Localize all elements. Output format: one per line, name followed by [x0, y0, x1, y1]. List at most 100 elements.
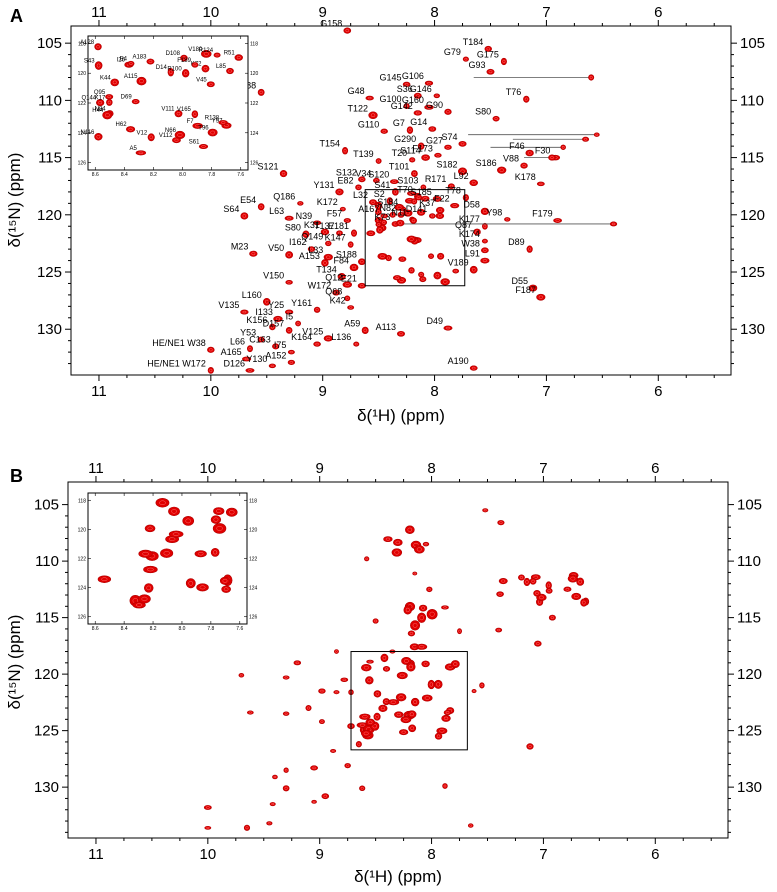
inset-peak [126, 126, 136, 133]
cluster-peak-b-contour [419, 615, 424, 621]
inset-peak-label: A115 [124, 74, 138, 80]
a-xtick-label-bottom: 8 [430, 383, 438, 400]
inset-ytick-label: 118 [250, 41, 258, 47]
peak-a [257, 203, 265, 211]
peak-a [351, 229, 358, 237]
peak-b-contour [536, 642, 540, 646]
cluster-peak-b [393, 538, 403, 546]
peak-b [366, 659, 374, 664]
b-ytick-label-right: 105 [737, 497, 762, 514]
peak-label: L160 [242, 290, 262, 300]
peak-a-contour [289, 350, 294, 354]
peak-label: F187 [515, 285, 536, 295]
peak-a [469, 365, 478, 371]
cluster-peak-b-contour [424, 696, 430, 700]
peak-a-contour [289, 361, 294, 364]
peak-a [207, 346, 215, 353]
peak-a [342, 147, 349, 155]
peak-label: D55 [511, 276, 528, 286]
peak-label: Y131 [313, 180, 334, 190]
peak-label: I162 [289, 237, 307, 247]
inset-ytick-label: 124 [78, 586, 87, 592]
inset-peak [218, 120, 228, 126]
inset-peak [147, 133, 155, 142]
peak-b [305, 705, 312, 712]
inset-ytick-label: 124 [78, 131, 87, 137]
peak-label: L136 [331, 332, 351, 342]
inset-ytick-label: 126 [78, 615, 87, 621]
cluster-peak-b [403, 605, 412, 615]
peak-a [263, 297, 271, 306]
peak-a-contour [415, 111, 420, 115]
inset-peak-contour [215, 53, 219, 57]
inset-peak [213, 507, 225, 516]
cluster-peak-b-contour [429, 682, 434, 687]
cluster-peak-b-contour [519, 576, 524, 580]
peak-a [462, 56, 469, 62]
peak-a [386, 197, 393, 205]
peak-label: G27 [426, 135, 443, 145]
inset-peak [110, 78, 119, 87]
peak-a-contour [483, 224, 487, 228]
cluster-peak-b-contour [401, 730, 406, 734]
peak-a-contour [209, 348, 213, 352]
peak-b-contour [240, 674, 243, 677]
peak-a [458, 140, 467, 147]
inset-peak-contour [107, 100, 111, 105]
peak-a [279, 170, 288, 178]
zoom-peak-a-contour [454, 269, 458, 273]
peak-a-contour [483, 248, 487, 252]
inset-peak-contour [229, 510, 235, 515]
inset-ytick-label: 124 [249, 586, 258, 592]
zoom-peak-a-contour [435, 197, 440, 201]
peak-label: D141 [406, 204, 428, 214]
peak-label: Q186 [273, 191, 295, 201]
peak-a [553, 218, 562, 223]
sidechain-peak-a [609, 221, 618, 227]
peak-a-contour [270, 364, 275, 367]
panel-label-a: A [10, 6, 23, 26]
cluster-peak-b-contour [416, 547, 422, 552]
peak-b [282, 675, 290, 680]
peak-label: C163 [249, 334, 271, 344]
inset-peak-contour [171, 509, 177, 514]
inset-b: 8.6 8.4 8.2 8.0 7.8 7.6 118 118 120 120 122 122 124 1… [78, 492, 258, 632]
peak-label: S132 [336, 167, 357, 177]
peak-label: E54 [240, 195, 256, 205]
peak-label: G175 [477, 49, 499, 59]
inset-peak-label: S61 [189, 140, 200, 146]
peak-a [337, 273, 346, 281]
peak-a [336, 230, 343, 236]
y-axis-label-b: δ(¹⁵N) (ppm) [5, 615, 24, 710]
peak-b-contour [248, 711, 252, 714]
cluster-peak-b-contour [547, 583, 551, 588]
peak-a [343, 218, 351, 223]
a-ytick-label-left: 125 [37, 264, 62, 281]
peak-label: G290 [394, 134, 416, 144]
b-xtick-label-bottom: 10 [199, 846, 216, 863]
peak-b-contour [320, 720, 324, 723]
inset-peak-contour [138, 151, 144, 155]
peak-a [403, 103, 410, 110]
peak-a [375, 158, 382, 164]
peak-b-contour [472, 690, 476, 693]
peak-b-contour [528, 744, 532, 748]
zoom-peak-a-contour [382, 221, 386, 224]
cluster-peak-b [533, 590, 541, 597]
peak-b [534, 640, 542, 647]
peak-b-contour [312, 800, 316, 803]
a-ytick-label-right: 125 [740, 264, 765, 281]
peak-a [272, 343, 280, 350]
peak-b [246, 710, 254, 715]
cluster-peak-b [410, 620, 421, 631]
peak-label: S103 [397, 175, 418, 185]
cluster-peak-b [498, 578, 508, 585]
peak-a-contour [323, 261, 327, 265]
zoom-peak-a-contour [411, 219, 416, 223]
peak-b [310, 765, 319, 771]
peak-label: G14 [410, 117, 427, 127]
a-xtick-label-top: 9 [319, 4, 327, 21]
inset-peak [234, 54, 243, 61]
peak-a [424, 80, 434, 86]
cluster-peak-b-contour [573, 594, 579, 599]
